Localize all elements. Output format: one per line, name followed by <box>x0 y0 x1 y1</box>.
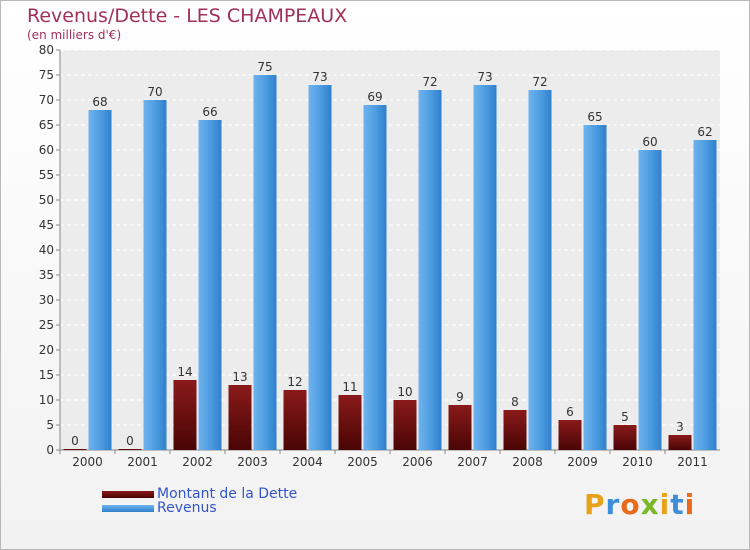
bar-revenus <box>583 125 607 450</box>
data-label-revenus: 66 <box>202 105 217 119</box>
x-tick-label: 2002 <box>182 455 213 469</box>
y-tick-label: 35 <box>39 268 54 282</box>
bar-revenus <box>253 75 277 450</box>
bar-debt <box>228 385 252 450</box>
x-tick-label: 2000 <box>72 455 103 469</box>
x-tick-label: 2005 <box>347 455 378 469</box>
y-tick-label: 40 <box>39 243 54 257</box>
data-label-debt: 10 <box>397 385 412 399</box>
x-tick-label: 2001 <box>127 455 158 469</box>
data-label-debt: 0 <box>71 434 79 448</box>
x-tick-label: 2006 <box>402 455 433 469</box>
bar-revenus <box>88 110 112 450</box>
y-tick-label: 45 <box>39 218 54 232</box>
y-tick-label: 15 <box>39 368 54 382</box>
data-label-debt: 8 <box>511 395 519 409</box>
data-label-debt: 3 <box>676 420 684 434</box>
bar-debt <box>503 410 527 450</box>
data-label-debt: 5 <box>621 410 629 424</box>
data-label-debt: 0 <box>126 434 134 448</box>
chart-title: Revenus/Dette - LES CHAMPEAUX <box>27 5 348 27</box>
legend-swatch-revenus <box>102 504 154 512</box>
data-label-revenus: 70 <box>147 85 162 99</box>
bar-debt <box>393 400 417 450</box>
bar-debt <box>173 380 197 450</box>
logo-letter: o <box>620 488 641 521</box>
logo-letter: P <box>584 488 606 521</box>
bar-revenus <box>473 85 497 450</box>
legend-item-dette: Montant de la Dette <box>102 486 297 502</box>
data-label-revenus: 65 <box>587 110 602 124</box>
x-tick-label: 2007 <box>457 455 488 469</box>
y-tick-label: 10 <box>39 393 54 407</box>
legend-label-revenus: Revenus <box>157 500 217 516</box>
data-label-revenus: 73 <box>312 70 327 84</box>
logo-letter: x <box>640 488 660 521</box>
y-tick-label: 0 <box>46 443 54 457</box>
bar-revenus <box>363 105 387 450</box>
x-tick-label: 2010 <box>622 455 653 469</box>
y-tick-label: 75 <box>39 68 54 82</box>
y-tick-label: 30 <box>39 293 54 307</box>
data-label-debt: 14 <box>177 365 192 379</box>
bar-revenus <box>638 150 662 450</box>
data-label-revenus: 60 <box>642 135 657 149</box>
x-tick-label: 2008 <box>512 455 543 469</box>
y-tick-label: 5 <box>46 418 54 432</box>
legend-item-revenus: Revenus <box>102 500 217 516</box>
data-label-debt: 11 <box>342 380 357 394</box>
data-label-debt: 9 <box>456 390 464 404</box>
bar-debt <box>558 420 582 450</box>
data-label-debt: 12 <box>287 375 302 389</box>
data-label-revenus: 68 <box>92 95 107 109</box>
data-label-revenus: 69 <box>367 90 382 104</box>
y-tick-label: 60 <box>39 143 54 157</box>
data-label-revenus: 62 <box>697 125 712 139</box>
y-tick-label: 65 <box>39 118 54 132</box>
x-tick-label: 2003 <box>237 455 268 469</box>
bar-revenus <box>528 90 552 450</box>
logo-letter: t <box>670 488 685 521</box>
bar-revenus <box>693 140 717 450</box>
y-tick-label: 50 <box>39 193 54 207</box>
chart-subtitle: (en milliers d'€) <box>27 28 122 42</box>
x-tick-label: 2009 <box>567 455 598 469</box>
x-tick-label: 2011 <box>677 455 708 469</box>
legend-swatch-dette <box>102 490 154 498</box>
data-label-debt: 6 <box>566 405 574 419</box>
bar-debt <box>668 435 692 450</box>
y-tick-label: 80 <box>39 43 54 57</box>
logo-letter: i <box>659 488 671 521</box>
data-label-revenus: 72 <box>422 75 437 89</box>
logo-letter: i <box>684 488 696 521</box>
x-tick-label: 2004 <box>292 455 323 469</box>
logo-letter: r <box>605 488 621 521</box>
bar-debt <box>338 395 362 450</box>
y-tick-label: 25 <box>39 318 54 332</box>
data-label-debt: 13 <box>232 370 247 384</box>
data-label-revenus: 73 <box>477 70 492 84</box>
bar-revenus <box>198 120 222 450</box>
y-tick-label: 70 <box>39 93 54 107</box>
bar-debt <box>63 449 87 450</box>
bar-revenus <box>143 100 167 450</box>
y-tick-label: 20 <box>39 343 54 357</box>
bar-debt <box>283 390 307 450</box>
data-label-revenus: 75 <box>257 60 272 74</box>
legend-label-dette: Montant de la Dette <box>157 486 298 502</box>
bar-debt <box>448 405 472 450</box>
y-tick-label: 55 <box>39 168 54 182</box>
bar-debt <box>613 425 637 450</box>
bar-revenus <box>308 85 332 450</box>
data-label-revenus: 72 <box>532 75 547 89</box>
bar-debt <box>118 449 142 450</box>
bar-revenus <box>418 90 442 450</box>
proxiti-logo: Proxiti <box>584 488 695 521</box>
